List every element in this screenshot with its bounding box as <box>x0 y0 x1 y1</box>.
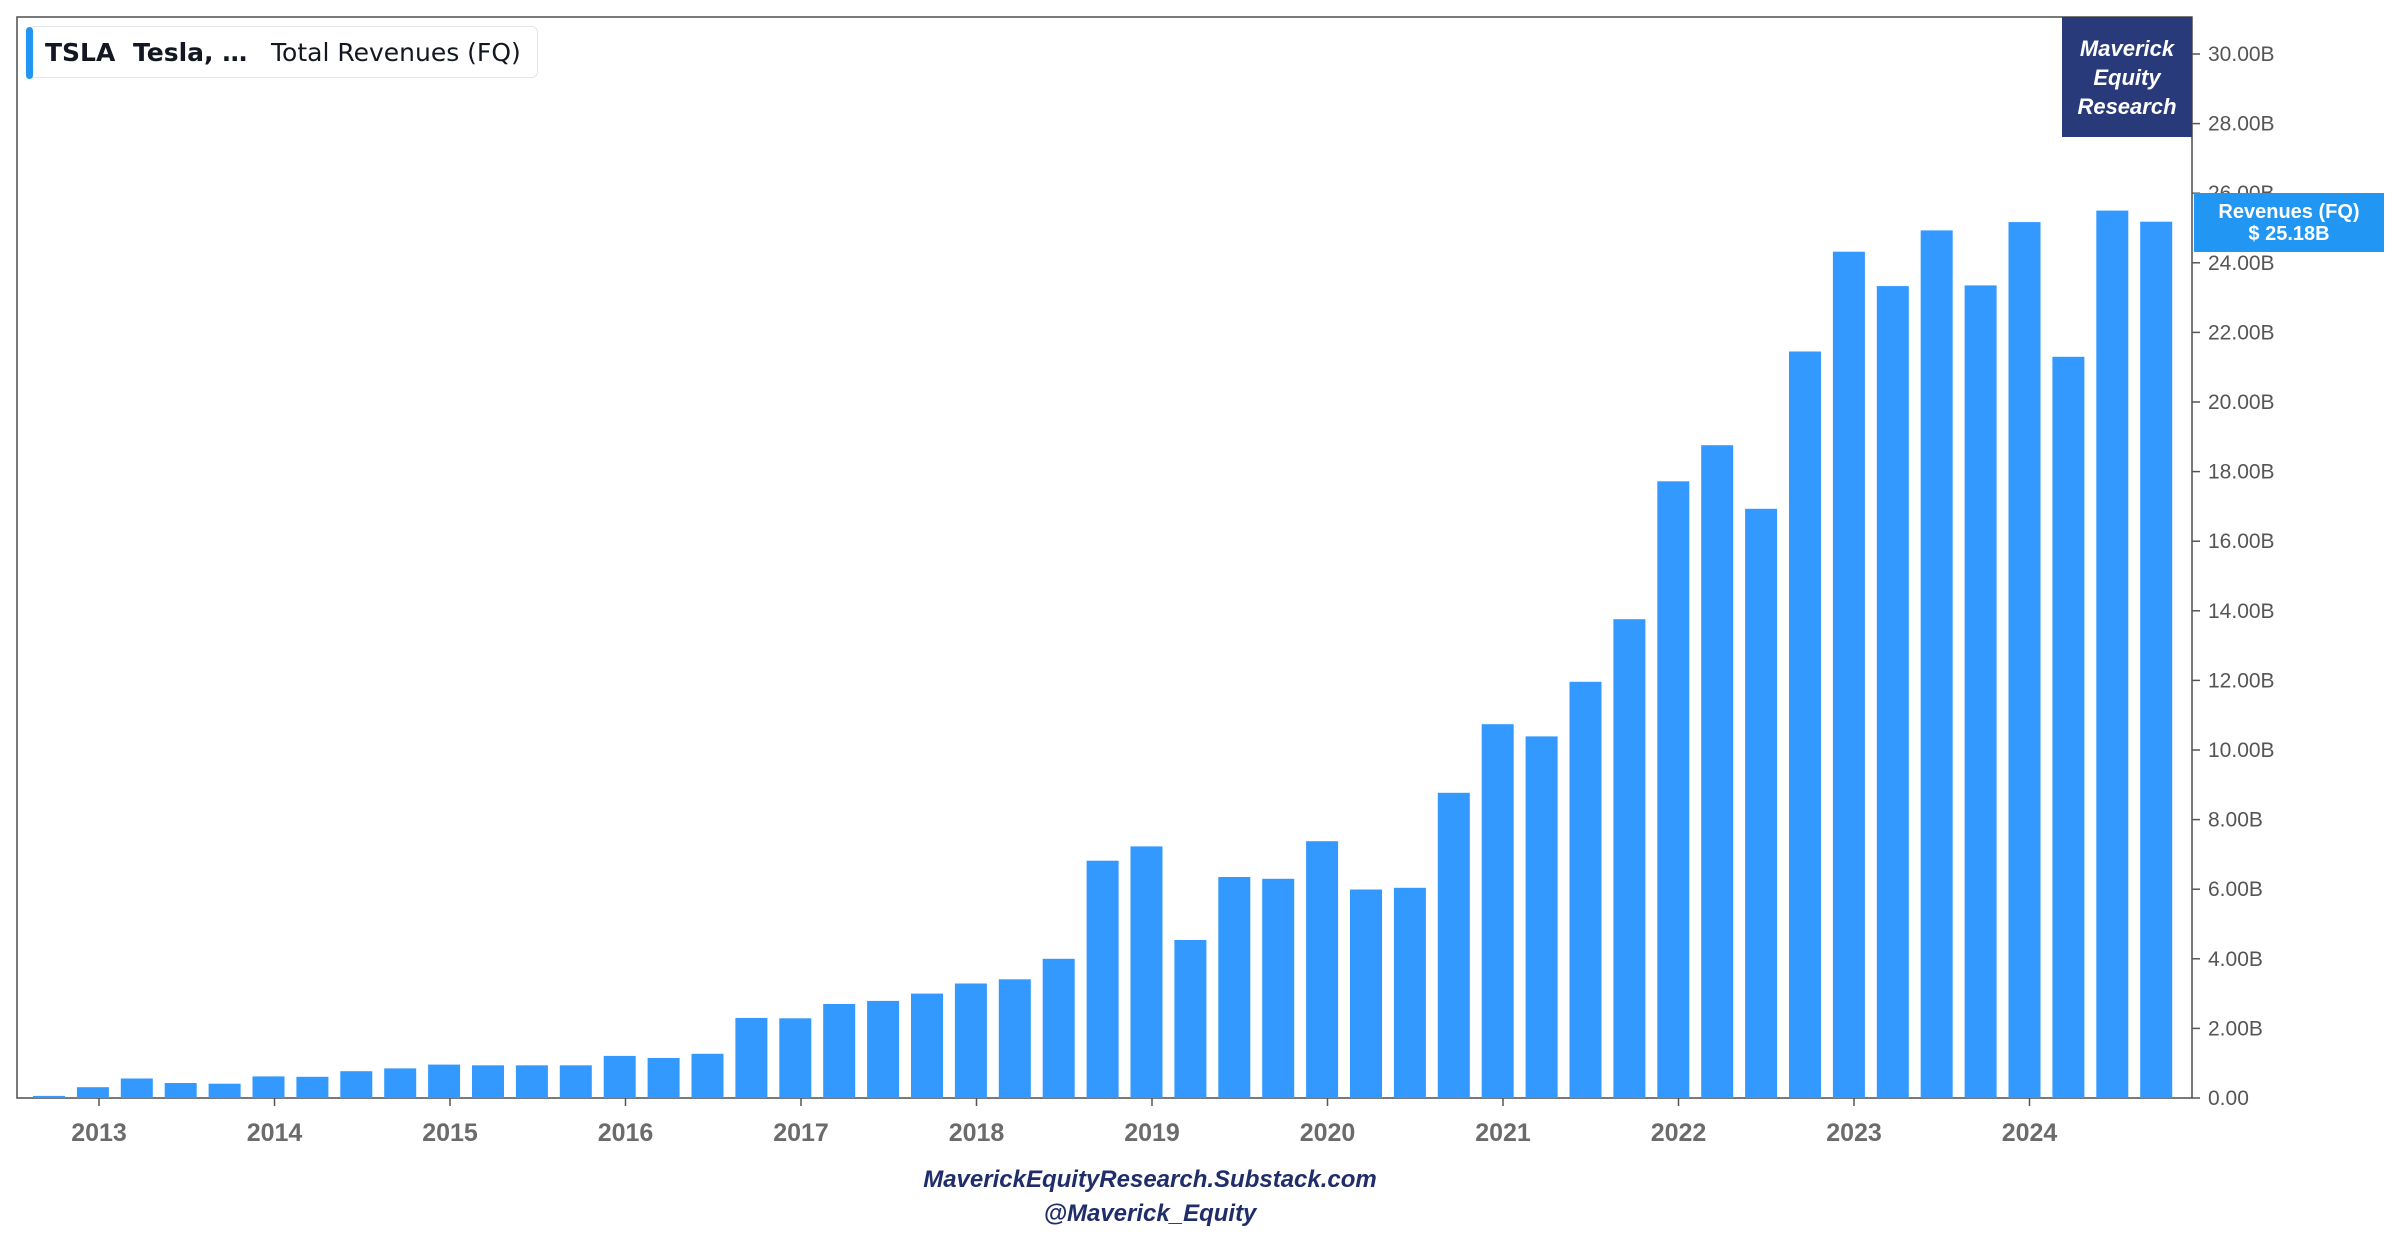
y-tick-label: 24.00B <box>2208 252 2275 275</box>
bar-30[interactable] <box>1350 889 1382 1099</box>
legend-ticker: TSLA <box>45 38 116 67</box>
y-tick-label: 28.00B <box>2208 113 2275 136</box>
x-axis: 2013 2014 2015 2016 2017 2018 2019 2020 2021 2022… <box>71 1098 2057 1147</box>
bar-34[interactable] <box>1525 736 1558 1098</box>
x-tick-label: 2021 <box>1475 1119 1531 1147</box>
bar-14[interactable] <box>647 1058 680 1098</box>
x-tick-label: 2024 <box>2002 1119 2058 1147</box>
bar-9[interactable] <box>428 1064 461 1098</box>
legend-accent-bar <box>26 27 33 79</box>
y-axis: 0.00 2.00B 4.00B 6.00B 8.00B 10.00B 12.00B 14.0… <box>2192 43 2275 1110</box>
footer-website[interactable]: MaverickEquityResearch.Substack.com <box>923 1166 1377 1193</box>
last-value-amount: $ 25.18B <box>2248 222 2330 245</box>
bar-28[interactable] <box>1262 878 1295 1098</box>
bar-3[interactable] <box>164 1083 197 1098</box>
bar-17[interactable] <box>779 1018 812 1098</box>
bar-0[interactable] <box>33 1095 65 1098</box>
brand-badge: Maverick Equity Research <box>2062 17 2192 137</box>
bar-6[interactable] <box>296 1076 329 1098</box>
bar-43[interactable] <box>1920 230 1953 1098</box>
bar-45[interactable] <box>2008 222 2041 1099</box>
bar-19[interactable] <box>867 1000 900 1098</box>
y-tick-label: 22.00B <box>2208 321 2275 344</box>
bar-38[interactable] <box>1701 445 1734 1098</box>
x-tick-label: 2014 <box>247 1119 303 1147</box>
bar-44[interactable] <box>1964 285 1997 1098</box>
last-value-tag: Revenues (FQ) $ 25.18B <box>2194 193 2384 252</box>
bar-13[interactable] <box>603 1055 636 1098</box>
bar-8[interactable] <box>384 1068 417 1098</box>
bar-39[interactable] <box>1745 508 1778 1098</box>
bar-5[interactable] <box>252 1076 285 1098</box>
bar-1[interactable] <box>76 1087 109 1098</box>
x-tick-label: 2022 <box>1651 1119 1707 1147</box>
last-value-label: Revenues (FQ) <box>2218 200 2360 223</box>
bar-12[interactable] <box>559 1065 592 1098</box>
bar-32[interactable] <box>1437 792 1470 1098</box>
bar-7[interactable] <box>340 1071 373 1098</box>
y-tick-label: 18.00B <box>2208 461 2275 484</box>
bar-35[interactable] <box>1569 681 1602 1098</box>
y-tick-label: 4.00B <box>2208 948 2263 971</box>
bar-20[interactable] <box>911 993 943 1098</box>
bar-22[interactable] <box>998 979 1031 1098</box>
bar-25[interactable] <box>1130 846 1163 1098</box>
bar-27[interactable] <box>1218 877 1251 1098</box>
bar-23[interactable] <box>1042 958 1075 1098</box>
bars-group <box>33 210 2173 1099</box>
bar-2[interactable] <box>120 1078 153 1099</box>
bar-10[interactable] <box>472 1065 504 1098</box>
bar-33[interactable] <box>1481 724 1514 1098</box>
bar-26[interactable] <box>1174 940 1207 1098</box>
brand-line-3: Research <box>2077 93 2177 119</box>
x-tick-label: 2019 <box>1124 1119 1180 1147</box>
brand-line-2: Equity <box>2093 64 2161 90</box>
bar-11[interactable] <box>515 1065 548 1098</box>
y-tick-label: 14.00B <box>2208 600 2275 623</box>
legend-metric: Total Revenues (FQ) <box>271 38 521 67</box>
bar-16[interactable] <box>735 1018 768 1098</box>
x-tick-label: 2023 <box>1826 1119 1882 1147</box>
bar-15[interactable] <box>691 1053 724 1098</box>
bar-29[interactable] <box>1306 841 1339 1098</box>
y-tick-label: 16.00B <box>2208 530 2275 553</box>
x-tick-label: 2018 <box>949 1119 1005 1147</box>
bar-47[interactable] <box>2096 210 2129 1099</box>
bar-21[interactable] <box>954 983 987 1099</box>
bar-48[interactable] <box>2140 221 2173 1098</box>
bar-31[interactable] <box>1393 887 1426 1098</box>
footer-handle[interactable]: @Maverick_Equity <box>1043 1200 1257 1227</box>
bar-37[interactable] <box>1657 481 1690 1098</box>
bar-36[interactable] <box>1613 619 1646 1098</box>
bar-18[interactable] <box>823 1004 856 1098</box>
x-tick-label: 2017 <box>773 1119 829 1147</box>
bar-42[interactable] <box>1876 286 1909 1099</box>
y-tick-label: 20.00B <box>2208 391 2275 414</box>
y-tick-label: 10.00B <box>2208 739 2275 762</box>
y-tick-label: 0.00 <box>2208 1087 2249 1110</box>
bar-46[interactable] <box>2052 356 2085 1098</box>
y-tick-label: 30.00B <box>2208 43 2275 66</box>
x-tick-label: 2016 <box>598 1119 654 1147</box>
x-tick-label: 2013 <box>71 1119 127 1147</box>
legend-company-name: Tesla, Inc. <box>133 38 251 67</box>
bar-40[interactable] <box>1789 351 1821 1099</box>
bar-4[interactable] <box>208 1083 241 1098</box>
y-tick-label: 2.00B <box>2208 1017 2263 1040</box>
y-tick-label: 12.00B <box>2208 669 2275 692</box>
symbol-legend[interactable]: TSLA Tesla, Inc. Total Revenues (FQ) <box>26 26 538 79</box>
y-tick-label: 6.00B <box>2208 878 2263 901</box>
brand-line-1: Maverick <box>2079 35 2175 61</box>
x-tick-label: 2020 <box>1300 1119 1356 1147</box>
y-tick-label: 8.00B <box>2208 809 2263 832</box>
bar-41[interactable] <box>1832 251 1865 1098</box>
bar-24[interactable] <box>1086 860 1119 1098</box>
x-tick-label: 2015 <box>422 1119 478 1147</box>
